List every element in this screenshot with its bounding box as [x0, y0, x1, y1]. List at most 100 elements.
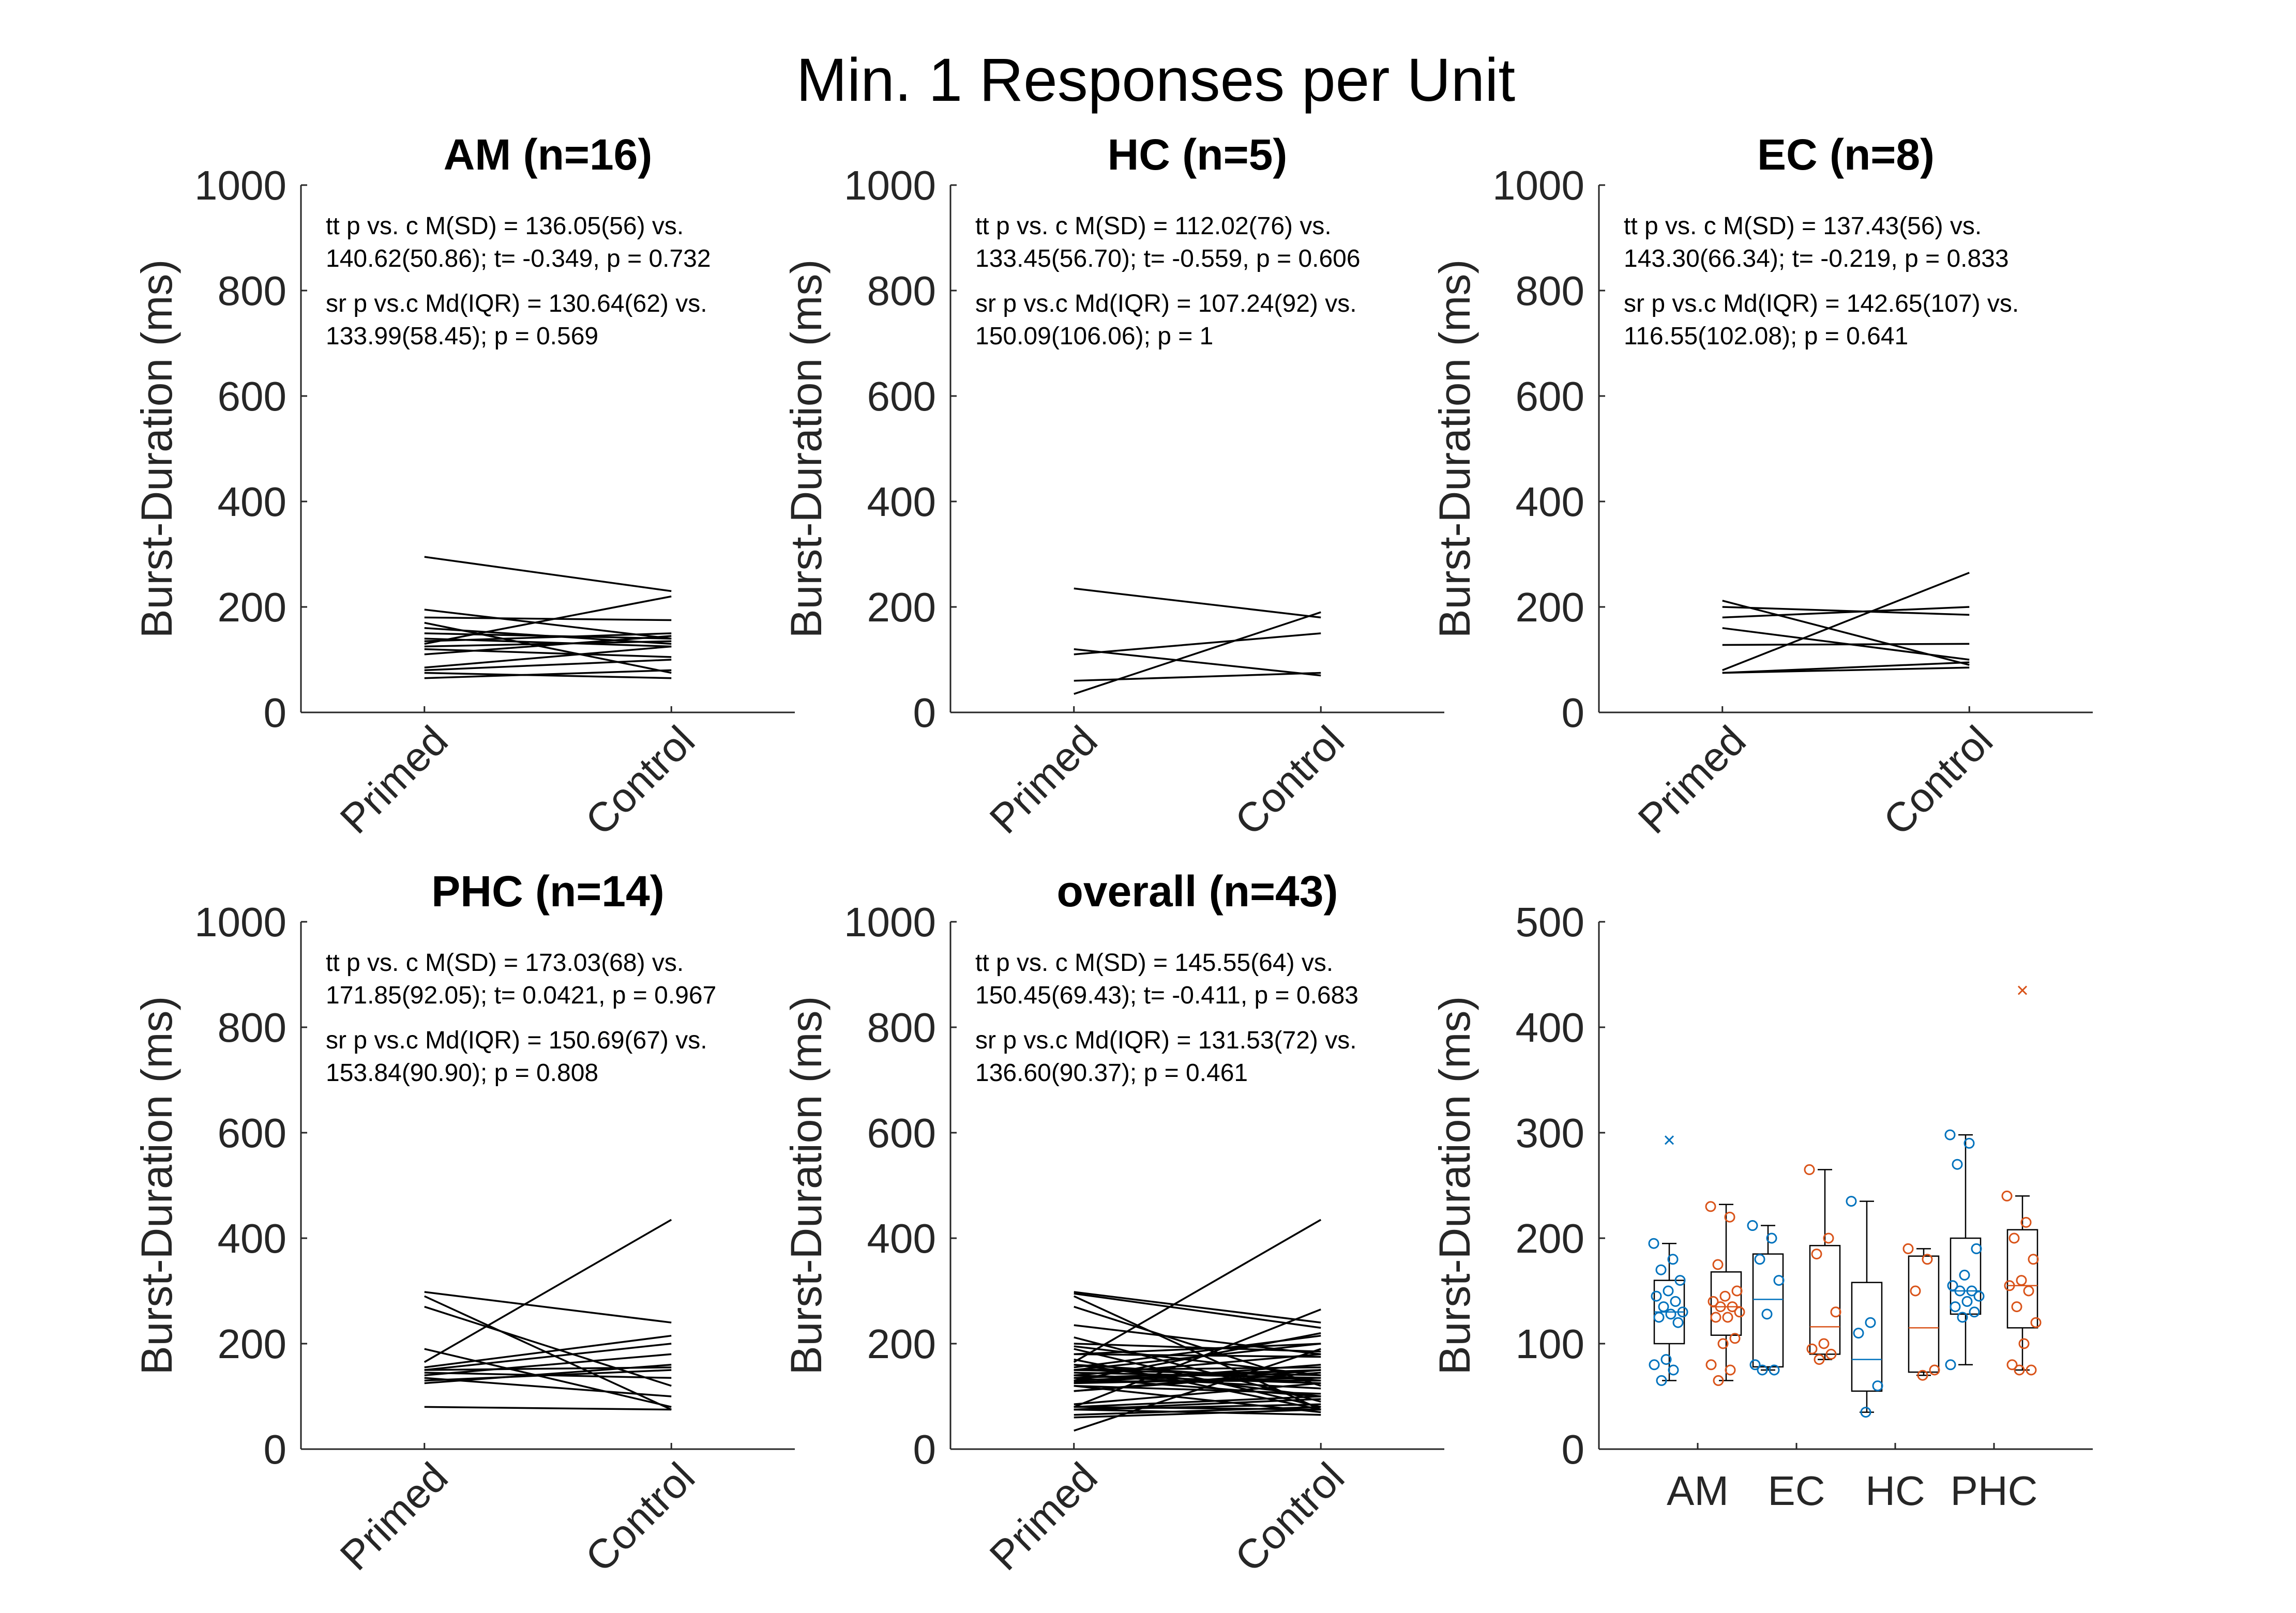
x-tick-label: EC — [1768, 1468, 1825, 1514]
data-point — [1917, 1369, 1928, 1381]
pair-line — [1722, 572, 1970, 672]
box-iqr — [1752, 1253, 1784, 1368]
data-point — [1963, 1137, 1975, 1149]
pair-line — [424, 595, 672, 645]
y-tick-label: 200 — [1516, 1215, 1584, 1261]
y-tick-label: 200 — [867, 584, 936, 630]
box-iqr — [1710, 1271, 1742, 1336]
y-tick-label: 400 — [218, 479, 286, 525]
y-tick-label: 0 — [264, 690, 287, 736]
data-point — [1922, 1254, 1933, 1265]
pair-line — [1074, 1408, 1321, 1416]
data-point — [1766, 1232, 1777, 1244]
outlier-marker — [1664, 1135, 1674, 1145]
stats-line-1: tt p vs. c M(SD) = 112.02(76) vs. — [975, 212, 1332, 240]
data-point — [1663, 1285, 1674, 1297]
panel-title: EC (n=8) — [1757, 130, 1935, 179]
data-point — [1724, 1211, 1735, 1223]
y-tick-label: 1000 — [194, 899, 286, 945]
data-point — [1966, 1285, 1977, 1297]
data-point — [1902, 1243, 1914, 1254]
stats-line-2: 171.85(92.05); t= 0.0421, p = 0.967 — [326, 982, 716, 1009]
data-point — [1656, 1375, 1667, 1386]
data-point — [1705, 1359, 1717, 1371]
y-tick-label: 600 — [867, 1110, 936, 1156]
data-point — [2026, 1364, 2037, 1376]
stats-line-2: 143.30(66.34); t= -0.219, p = 0.833 — [1624, 245, 2009, 272]
figure-title: Min. 1 Responses per Unit — [796, 46, 1515, 114]
pair-line — [1074, 1374, 1321, 1390]
pair-line — [1722, 661, 1970, 674]
data-point — [1712, 1259, 1724, 1270]
data-point — [1865, 1317, 1876, 1328]
stats-line-4: 150.09(106.06); p = 1 — [975, 323, 1213, 350]
stats-line-2: 150.45(69.43); t= -0.411, p = 0.683 — [975, 982, 1358, 1009]
y-tick-label: 600 — [1516, 373, 1584, 419]
x-tick-label: AM — [1667, 1468, 1729, 1514]
pair-line — [424, 632, 672, 643]
data-point — [1944, 1129, 1956, 1140]
data-point — [1811, 1249, 1822, 1260]
data-point — [1649, 1359, 1660, 1371]
y-tick-label: 400 — [867, 1215, 936, 1261]
pair-line — [1074, 1364, 1321, 1384]
stats-line-1: tt p vs. c M(SD) = 136.05(56) vs. — [326, 212, 684, 240]
stats-line-3: sr p vs.c Md(IQR) = 107.24(92) vs. — [975, 290, 1357, 317]
y-tick-label: 600 — [867, 373, 936, 419]
pair-line — [424, 1219, 672, 1363]
pair-line — [424, 1343, 672, 1371]
y-tick-label: 200 — [218, 1321, 286, 1367]
pair-line — [424, 1369, 672, 1382]
data-point — [1823, 1232, 1834, 1244]
data-point — [1651, 1290, 1662, 1302]
box-am-control — [1705, 1201, 1745, 1386]
y-tick-label: 600 — [218, 373, 286, 419]
y-tick-label: 400 — [218, 1215, 286, 1261]
stats-line-2: 133.45(56.70); t= -0.559, p = 0.606 — [975, 245, 1361, 272]
pair-line — [424, 1348, 672, 1408]
data-point — [1814, 1354, 1825, 1365]
pair-line — [1722, 606, 1970, 619]
data-point — [2004, 1280, 2015, 1291]
stats-line-2: 140.62(50.86); t= -0.349, p = 0.732 — [326, 245, 711, 272]
data-point — [1708, 1296, 1719, 1307]
stats-line-1: tt p vs. c M(SD) = 137.43(56) vs. — [1624, 212, 1982, 240]
pair-line — [1074, 1343, 1321, 1353]
data-point — [1672, 1317, 1684, 1328]
y-tick-label: 800 — [867, 268, 936, 314]
pair-line — [1074, 587, 1321, 619]
stats-line-3: sr p vs.c Md(IQR) = 130.64(62) vs. — [326, 290, 707, 317]
y-tick-label: 800 — [218, 1005, 286, 1051]
pair-line — [1074, 648, 1321, 677]
data-point — [1910, 1285, 1921, 1297]
pair-line — [424, 556, 672, 592]
pair-line — [424, 1406, 672, 1411]
x-tick-label: HC — [1865, 1468, 1925, 1514]
panel-title: PHC (n=14) — [431, 867, 664, 916]
data-point — [1929, 1364, 1940, 1376]
y-tick-label: 600 — [218, 1110, 286, 1156]
stats-line-4: 153.84(90.90); p = 0.808 — [326, 1059, 598, 1087]
box-ec-primed — [1747, 1220, 1785, 1376]
pair-line — [1074, 1295, 1321, 1411]
data-point — [1747, 1220, 1758, 1231]
stats-line-1: tt p vs. c M(SD) = 173.03(68) vs. — [326, 949, 684, 977]
pair-line — [1074, 1343, 1321, 1371]
stats-line-4: 116.55(102.08); p = 0.641 — [1624, 323, 1908, 350]
pair-line — [1073, 1219, 1322, 1363]
data-point — [1729, 1333, 1741, 1344]
data-point — [1754, 1254, 1765, 1265]
y-tick-label: 800 — [1516, 268, 1584, 314]
pair-line — [424, 645, 672, 669]
data-point — [2011, 1301, 2022, 1313]
data-point — [1715, 1301, 1726, 1313]
pair-line — [424, 1295, 672, 1411]
pair-line — [424, 1334, 672, 1368]
stats-line-3: sr p vs.c Md(IQR) = 150.69(67) vs. — [326, 1027, 707, 1054]
y-axis-label: Burst-Duration (ms) — [132, 260, 181, 638]
y-axis-label: Burst-Duration (ms) — [782, 996, 830, 1375]
y-tick-label: 400 — [1516, 479, 1584, 525]
pair-line — [424, 659, 672, 672]
data-point — [1668, 1364, 1679, 1376]
data-point — [1769, 1364, 1780, 1376]
